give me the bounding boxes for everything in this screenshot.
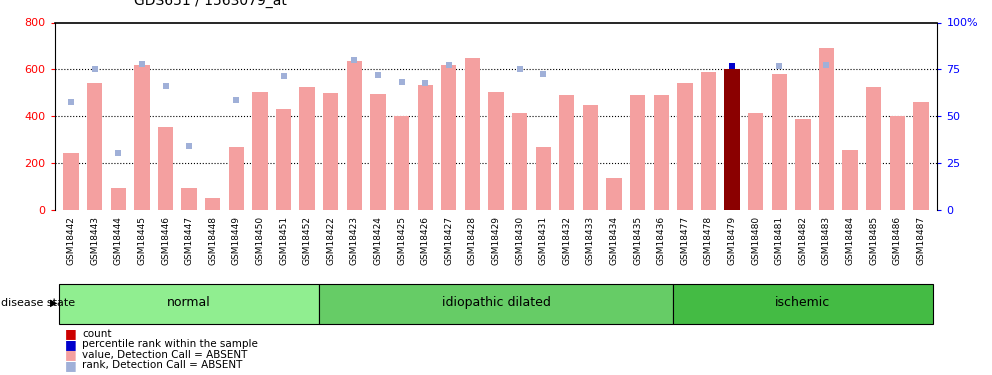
Bar — [300, 87, 314, 210]
Bar — [700, 72, 716, 210]
Bar — [63, 153, 78, 210]
Bar — [582, 105, 598, 210]
Text: ■: ■ — [64, 327, 76, 340]
FancyBboxPatch shape — [673, 284, 932, 324]
Bar — [842, 150, 858, 210]
Bar — [346, 61, 362, 210]
Bar — [464, 58, 480, 210]
Text: ■: ■ — [64, 338, 76, 351]
Bar — [796, 118, 810, 210]
Bar — [654, 95, 669, 210]
FancyBboxPatch shape — [319, 284, 673, 324]
Bar — [890, 116, 905, 210]
Text: ▶: ▶ — [50, 298, 58, 308]
Bar — [418, 85, 433, 210]
Bar — [724, 69, 740, 210]
Text: rank, Detection Call = ABSENT: rank, Detection Call = ABSENT — [82, 360, 243, 370]
Bar — [87, 84, 102, 210]
Bar — [536, 147, 551, 210]
Bar — [748, 113, 763, 210]
Bar — [323, 93, 338, 210]
Bar — [772, 74, 787, 210]
Bar — [630, 95, 646, 210]
Bar — [252, 92, 268, 210]
Bar — [512, 113, 528, 210]
Bar — [158, 127, 174, 210]
Text: count: count — [82, 329, 112, 339]
Text: disease state: disease state — [1, 298, 75, 308]
Text: percentile rank within the sample: percentile rank within the sample — [82, 339, 258, 349]
Bar — [914, 102, 929, 210]
Text: idiopathic dilated: idiopathic dilated — [441, 296, 551, 309]
Bar — [559, 95, 574, 210]
Bar — [866, 87, 881, 210]
Text: ■: ■ — [64, 359, 76, 372]
Text: ischemic: ischemic — [776, 296, 830, 309]
Text: ■: ■ — [64, 348, 76, 361]
Bar — [488, 92, 504, 210]
Bar — [441, 64, 456, 210]
Bar — [606, 178, 622, 210]
Text: value, Detection Call = ABSENT: value, Detection Call = ABSENT — [82, 350, 248, 360]
Bar — [205, 198, 220, 210]
Bar — [134, 64, 150, 210]
Bar — [678, 84, 692, 210]
Bar — [394, 116, 410, 210]
FancyBboxPatch shape — [60, 284, 319, 324]
Bar — [276, 109, 292, 210]
Bar — [818, 48, 834, 210]
Text: normal: normal — [168, 296, 211, 309]
Bar — [370, 94, 386, 210]
Text: GDS651 / 1563079_at: GDS651 / 1563079_at — [134, 0, 287, 8]
Bar — [182, 188, 196, 210]
Bar — [229, 147, 244, 210]
Bar — [111, 188, 126, 210]
